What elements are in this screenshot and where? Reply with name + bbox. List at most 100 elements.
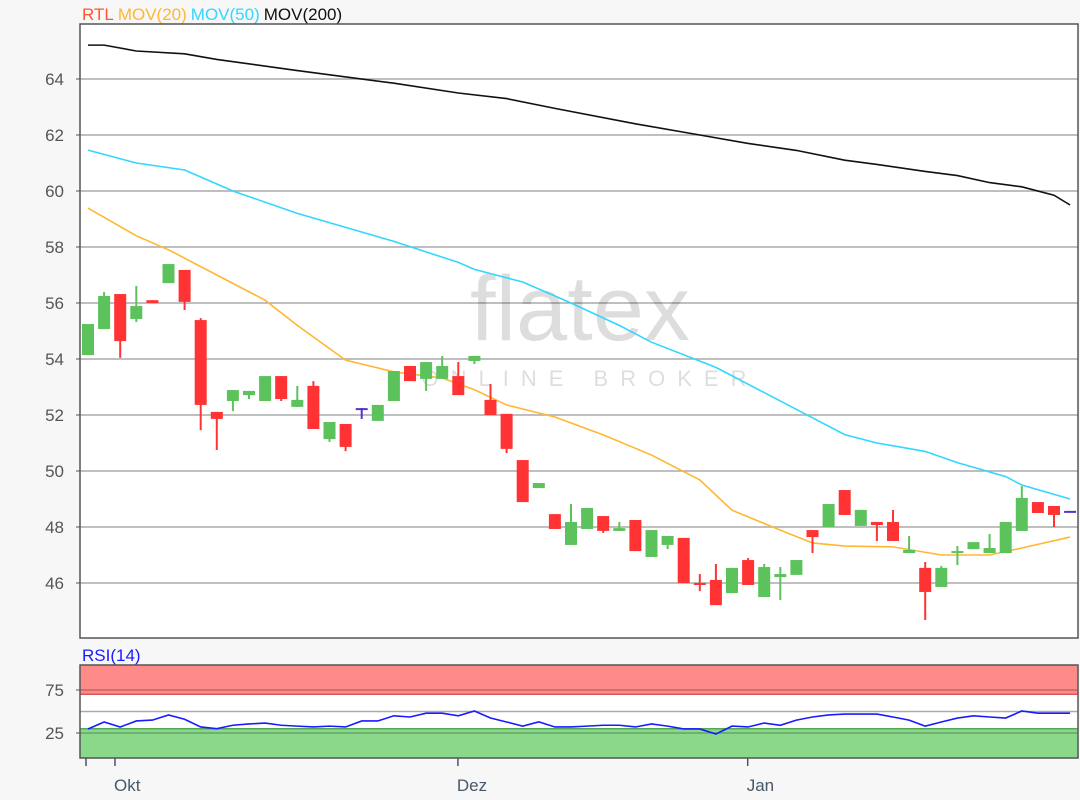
candle [581,507,594,529]
candle-body [532,483,545,489]
candle [774,567,787,601]
rsi-title: RSI(14) [82,646,141,665]
candle-body [339,423,352,447]
candle [387,371,400,401]
candle [162,264,175,284]
candle-body [98,296,111,330]
candle-body [645,530,658,557]
y-tick-label: 60 [45,182,64,201]
candle-body [661,535,674,545]
x-tick-label: Okt [114,776,141,795]
candle [243,390,255,400]
candle-body [194,320,207,405]
ma-line-mov20 [87,207,1071,556]
candle [82,324,94,356]
price-plot-border [79,23,1079,639]
candle-body [323,422,336,440]
candle [210,411,223,450]
y-tick-label: 54 [45,350,64,369]
candle [355,408,368,419]
candle [452,362,465,396]
candle [484,383,497,415]
candle-body [565,521,577,545]
candle-body [790,560,803,575]
candle [645,530,658,557]
candle [919,562,932,620]
candle-body [291,399,304,407]
candle [404,366,416,382]
candle [693,574,706,592]
oversold-band [80,728,1078,758]
candle [371,404,384,421]
candle [967,542,980,550]
x-axis: Okt Dez Jan [85,758,774,795]
candle-body [130,306,143,319]
candle-body [243,390,255,396]
rsi-plot-border [79,664,1079,759]
candle-body [275,376,288,400]
candle [677,537,690,583]
candle-body [758,567,771,597]
candle-body [114,294,127,342]
legend-mov50: MOV(50) [191,5,260,24]
candle-body [774,574,787,578]
moving-averages [87,44,1071,556]
candle-body [307,385,320,429]
ma-line-mov200 [88,44,1071,206]
legend-mov200: MOV(200) [264,5,342,24]
rsi-panel: 25 75 [45,665,1078,758]
candle-body [854,509,867,526]
candle-body [709,579,722,606]
candle [226,390,239,412]
candle [532,483,545,489]
candle-body [484,399,497,415]
candle-body [500,413,513,449]
candle-body [452,376,465,396]
candle [500,413,513,454]
candle [194,318,207,431]
candle [854,509,867,526]
rsi-y-tick-label: 75 [45,681,64,700]
legend: RTL MOV(20) MOV(50) MOV(200) [82,5,342,24]
candle-body [1031,502,1044,513]
candle [98,292,111,330]
watermark: flatex ONLINE BROKER [422,258,747,391]
candle-body [259,376,272,401]
candle [146,300,159,303]
candle [436,355,449,379]
candle-body [919,567,932,592]
candle-body [951,551,964,554]
candle [806,530,819,554]
candle-body [613,528,626,531]
candle [935,565,948,587]
candle-body [983,548,996,554]
candle [629,520,642,552]
candle [420,362,433,391]
candle [307,381,320,429]
candle-body [935,567,948,587]
candle [323,422,336,442]
candle-body [742,560,755,585]
candle [597,516,610,533]
candle-body [387,371,400,401]
y-tick-label: 56 [45,294,64,313]
candle-body [210,411,223,419]
candle [661,535,674,550]
candle-body [436,366,449,379]
candle-body [371,404,384,421]
rsi-y-tick-label: 25 [45,724,64,743]
y-tick-label: 52 [45,406,64,425]
price-grid: 46 48 50 52 54 56 58 60 62 64 [45,70,1078,593]
candle-body [870,521,883,526]
candle-body [999,521,1012,554]
candle [516,460,529,503]
candle-body [162,264,175,284]
candle [130,285,143,323]
candle-body [1015,497,1028,531]
candle [903,535,916,554]
candle [726,567,738,594]
candle-body [548,514,561,529]
candle-body [726,567,738,594]
candle-body [581,507,594,529]
